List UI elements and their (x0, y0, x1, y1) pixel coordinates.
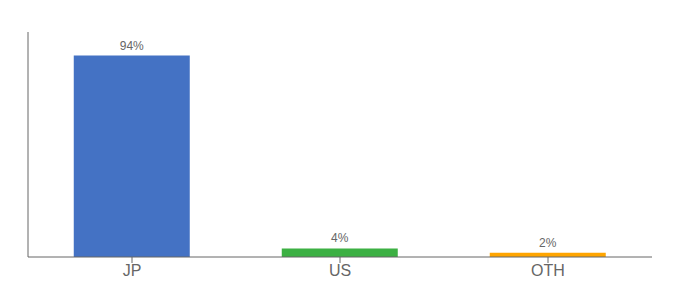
svg-text:OTH: OTH (531, 262, 565, 279)
svg-text:94%: 94% (120, 39, 144, 53)
svg-text:US: US (329, 262, 351, 279)
svg-text:4%: 4% (331, 231, 349, 245)
svg-text:JP: JP (123, 262, 142, 279)
svg-text:2%: 2% (539, 236, 557, 250)
